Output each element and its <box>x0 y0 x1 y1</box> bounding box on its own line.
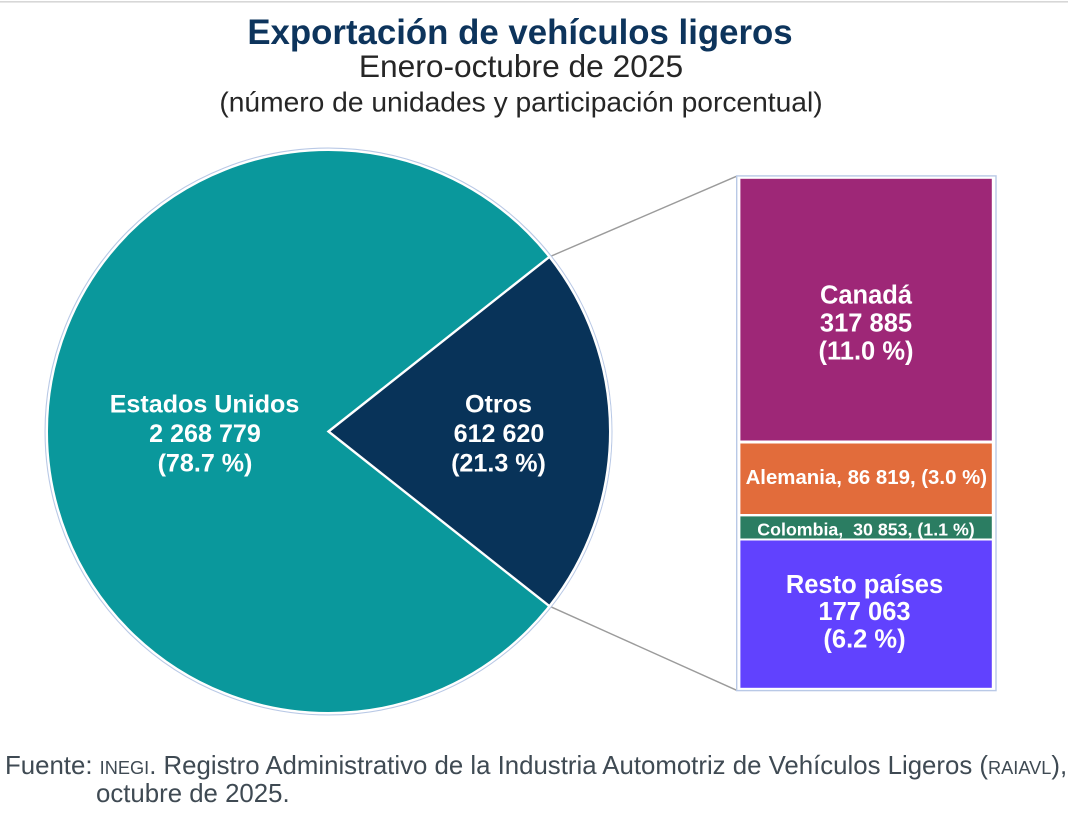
svg-text:(78.7 %): (78.7 %) <box>158 449 253 477</box>
svg-text:612 620: 612 620 <box>454 420 545 448</box>
svg-text:177 063: 177 063 <box>818 598 910 626</box>
svg-text:(11.0 %): (11.0 %) <box>819 337 914 365</box>
svg-text:Enero-octubre de 2025: Enero-octubre de 2025 <box>359 48 683 84</box>
svg-text:(6.2 %): (6.2 %) <box>823 626 905 654</box>
svg-text:Canadá: Canadá <box>820 282 913 310</box>
svg-text:Colombia, 30 853, (1.1 %): Colombia, 30 853, (1.1 %) <box>757 519 974 539</box>
svg-text:Estados Unidos: Estados Unidos <box>110 390 300 418</box>
svg-text:Exportación de vehículos liger: Exportación de vehículos ligeros <box>247 13 792 52</box>
svg-text:(21.3 %): (21.3 %) <box>451 449 546 477</box>
svg-text:(número de unidades y particip: (número de unidades y participación porc… <box>219 86 822 118</box>
svg-text:Otros: Otros <box>465 390 532 418</box>
svg-text:2 268 779: 2 268 779 <box>149 420 261 448</box>
svg-text:Alemania, 86 819, (3.0 %): Alemania, 86 819, (3.0 %) <box>746 467 987 489</box>
svg-text:Fuente: INEGI. Registro Admini: Fuente: INEGI. Registro Administrativo d… <box>5 752 1067 780</box>
svg-text:octubre de 2025.: octubre de 2025. <box>96 780 290 808</box>
svg-text:317 885: 317 885 <box>820 310 912 338</box>
svg-text:Resto países: Resto países <box>786 571 943 599</box>
